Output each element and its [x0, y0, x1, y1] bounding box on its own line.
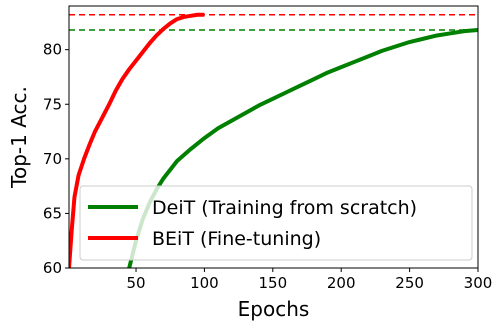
plot-frame: [68, 5, 479, 269]
x-tick-label: 250: [395, 274, 424, 292]
x-axis-title: Epochs: [238, 297, 310, 321]
beit-series-line: [69, 12, 205, 268]
legend-box: [79, 185, 473, 261]
legend-label-beit: BEiT (Fine-tuning): [152, 228, 321, 250]
legend: DeiT (Training from scratch) BEiT (Fine-…: [79, 185, 473, 261]
y-tick-label: 65: [43, 204, 62, 222]
y-tick-label: 80: [43, 41, 62, 59]
y-tick-label: 70: [43, 150, 62, 168]
x-tick-label: 300: [464, 274, 493, 292]
x-tick-label: 100: [190, 274, 219, 292]
x-tick-label: 200: [327, 274, 356, 292]
plot-lines: [69, 12, 478, 268]
axis-ticks: 50 100 150 200 250 300 60 65 70 75 80: [43, 41, 492, 292]
y-axis-title: Top-1 Acc.: [7, 86, 31, 189]
x-tick-label: 50: [126, 274, 145, 292]
legend-label-deit: DeiT (Training from scratch): [152, 197, 417, 219]
x-tick-label: 150: [258, 274, 287, 292]
y-tick-label: 60: [43, 259, 62, 277]
y-tick-label: 75: [43, 95, 62, 113]
deit-series-line: [127, 28, 478, 268]
